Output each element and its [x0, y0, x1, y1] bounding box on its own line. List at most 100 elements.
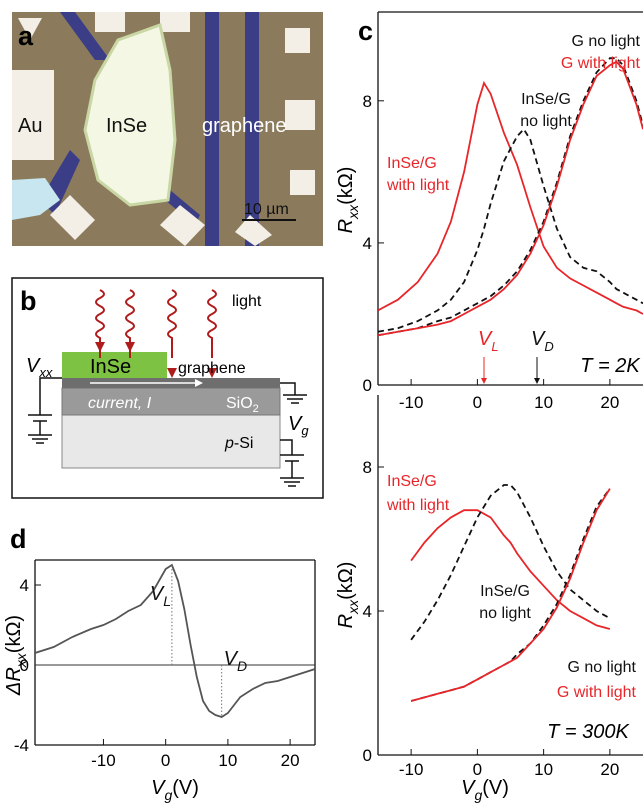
x-tick-label: 0	[473, 393, 482, 412]
series-label: no light	[479, 605, 531, 622]
subscript: L	[163, 593, 171, 609]
subscript: xx	[13, 652, 29, 668]
text: -Si	[234, 435, 254, 452]
x-tick-label: -10	[399, 393, 424, 412]
marker-arrowhead	[534, 378, 540, 384]
y-tick-label: 0	[20, 656, 29, 675]
x-tick-label: -10	[399, 760, 424, 779]
subscript: D	[237, 658, 247, 674]
symbol: V	[151, 777, 166, 799]
panel-letter: d	[10, 524, 27, 554]
symbol: V	[224, 648, 239, 670]
series-label: InSe/G	[387, 155, 437, 172]
sio2-layer	[61, 387, 281, 416]
axis-label: VL	[478, 328, 499, 354]
y-tick-label: 8	[363, 458, 372, 477]
x-tick-label: -10	[91, 751, 116, 770]
unit: (kΩ)	[3, 615, 25, 653]
marker-arrowhead	[481, 378, 487, 384]
light-arrowheads	[95, 342, 217, 378]
chart: -10 0 10 20 0 4 8 Rxx(kΩ) c InSe/G with light InSe/…	[335, 11, 643, 412]
label-sio2: SiO2	[226, 395, 259, 415]
label-psi: p-Si	[224, 435, 253, 452]
series-line	[410, 509, 611, 630]
x-tick-label: 10	[218, 751, 237, 770]
symbol: R	[335, 614, 357, 628]
inse-layer	[62, 352, 167, 378]
text: SiO	[226, 395, 253, 412]
scale-label: 10 µm	[244, 201, 289, 218]
chart: -10 0 10 20 0 4 8 Rxx(kΩ) Vg(V) InSe/G with light I…	[335, 395, 643, 803]
subscript: xx	[38, 365, 53, 380]
label-au: Au	[18, 115, 42, 137]
symbol: V	[26, 355, 41, 377]
subscript: D	[544, 339, 553, 354]
symbol: V	[461, 777, 476, 799]
label-current: current, I	[88, 395, 152, 412]
si-layer	[61, 414, 281, 469]
axis-label: VL	[150, 583, 171, 609]
annotation: T = 2K	[580, 355, 641, 377]
panel-letter: b	[20, 286, 37, 316]
x-tick-label: 10	[534, 760, 553, 779]
panel-letter: a	[18, 21, 34, 51]
prefix: p	[224, 435, 234, 452]
unit: (V)	[172, 777, 199, 799]
symbol: V	[531, 328, 546, 350]
label-vg: Vg	[288, 413, 309, 438]
axis-label: Vg(V)	[151, 777, 199, 803]
axis-label: VD	[224, 648, 247, 674]
series-label: no light	[520, 113, 572, 130]
axis-label: VD	[531, 328, 554, 354]
y-tick-label: 8	[363, 92, 372, 111]
annotation: T = 300K	[547, 721, 630, 743]
symbol: R	[335, 219, 357, 233]
subscript: xx	[345, 599, 361, 615]
y-tick-label: 4	[363, 234, 372, 253]
symbol: V	[478, 328, 493, 350]
series-line	[378, 57, 643, 337]
y-tick-label: 0	[363, 746, 372, 765]
y-tick-label: 4	[363, 602, 372, 621]
panel-b: b light InSe graphene Vxx current, I SiO…	[11, 277, 324, 499]
inse-flake	[83, 23, 177, 207]
series-label: with light	[386, 177, 450, 194]
axis-label: Rxx(kΩ)	[335, 562, 361, 629]
panel-letter: c	[358, 16, 373, 46]
series-label: G with light	[557, 684, 637, 701]
symbol: V	[150, 583, 165, 605]
label-graphene: graphene	[202, 115, 287, 137]
series-line	[35, 563, 315, 718]
series-line	[410, 484, 611, 641]
residue	[12, 178, 60, 220]
label-inse: InSe	[106, 115, 147, 137]
series-label: InSe/G	[387, 473, 437, 490]
x-tick-label: 0	[473, 760, 482, 779]
series-line	[378, 80, 643, 315]
symbol: V	[288, 413, 303, 435]
subscript: L	[491, 339, 498, 354]
current-arrowhead	[195, 379, 203, 387]
gold-pads	[12, 12, 315, 246]
x-tick-label: 20	[600, 760, 619, 779]
unit: (kΩ)	[335, 167, 357, 205]
symbol: ΔR	[3, 667, 25, 696]
axis-label: Rxx(kΩ)	[335, 167, 361, 234]
y-tick-label: 4	[20, 576, 29, 595]
subscript: g	[474, 787, 482, 803]
x-tick-label: 20	[600, 393, 619, 412]
x-tick-label: 20	[281, 751, 300, 770]
series-label: G with light	[561, 55, 641, 72]
label-inse: InSe	[90, 356, 131, 378]
subscript: g	[164, 787, 172, 803]
unit: (kΩ)	[335, 562, 357, 600]
subscript: 2	[253, 403, 259, 415]
light-waves	[95, 289, 217, 358]
x-tick-label: 0	[161, 751, 170, 770]
series-line	[378, 60, 643, 337]
series-label: InSe/G	[521, 91, 571, 108]
series-line	[410, 488, 611, 702]
label-light: light	[232, 293, 262, 310]
